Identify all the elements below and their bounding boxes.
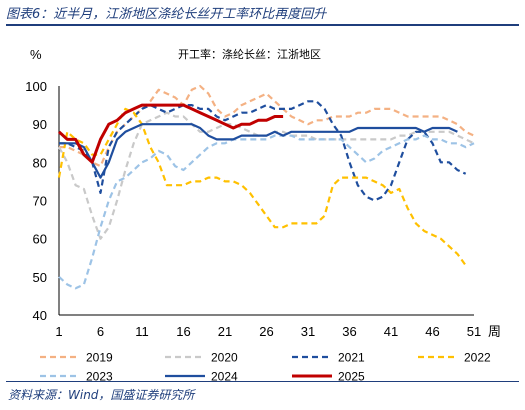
x-tick-label: 46 (425, 324, 439, 339)
series-line-2025 (57, 103, 284, 164)
y-tick-label: 60 (33, 232, 47, 247)
y-tick-label: 40 (33, 308, 47, 323)
series-line-2021 (59, 100, 467, 202)
legend-label-2020: 2020 (211, 351, 238, 365)
footer-divider (6, 381, 519, 382)
x-tick-label: 6 (97, 324, 104, 339)
y-tick-label: 50 (33, 270, 47, 285)
series-line-2023 (58, 134, 475, 290)
y-tick-label: 100 (25, 79, 47, 94)
x-tick-label: 11 (135, 324, 149, 339)
x-tick-label: 1 (55, 324, 62, 339)
x-tick-label: 36 (342, 324, 356, 339)
x-axis-unit: 周 (488, 324, 501, 339)
legend-label-2024: 2024 (211, 370, 238, 384)
y-tick-label: 70 (33, 194, 47, 209)
legend-label-2025: 2025 (338, 370, 365, 384)
x-tick-label: 16 (176, 324, 190, 339)
series-line-2022 (57, 107, 467, 267)
legend: 2019 2020 2021 2022 2023 2024 2025 (40, 351, 491, 384)
x-tick-label: 26 (259, 324, 273, 339)
x-tick-label: 41 (384, 324, 398, 339)
y-tick-label: 80 (33, 155, 47, 170)
y-axis-unit: % (30, 47, 42, 62)
legend-label-2023: 2023 (86, 370, 113, 384)
legend-label-2019: 2019 (86, 351, 113, 365)
legend-label-2022: 2022 (464, 351, 491, 365)
series-layer (57, 84, 475, 290)
x-tick-label: 31 (301, 324, 315, 339)
series-line-2020 (58, 111, 475, 240)
legend-label-2021: 2021 (338, 351, 365, 365)
x-tick-label: 21 (218, 324, 232, 339)
chart-subtitle: 开工率：涤纶长丝：江浙地区 (178, 47, 321, 61)
x-tick-label: 51 (467, 324, 481, 339)
y-axis-ticks: 40 50 60 70 80 90 100 (25, 79, 47, 323)
y-tick-label: 90 (33, 117, 47, 132)
title-divider (6, 24, 519, 26)
source-note: 资料来源：Wind，国盛证券研究所 (8, 388, 195, 402)
series-line-2019 (59, 84, 475, 168)
chart-title: 图表6：近半月，江浙地区涤纶长丝开工率环比再度回升 (6, 7, 327, 22)
x-axis-ticks: 1 6 11 16 21 26 31 36 41 46 51 (55, 324, 481, 339)
series-line-2024 (59, 123, 458, 179)
